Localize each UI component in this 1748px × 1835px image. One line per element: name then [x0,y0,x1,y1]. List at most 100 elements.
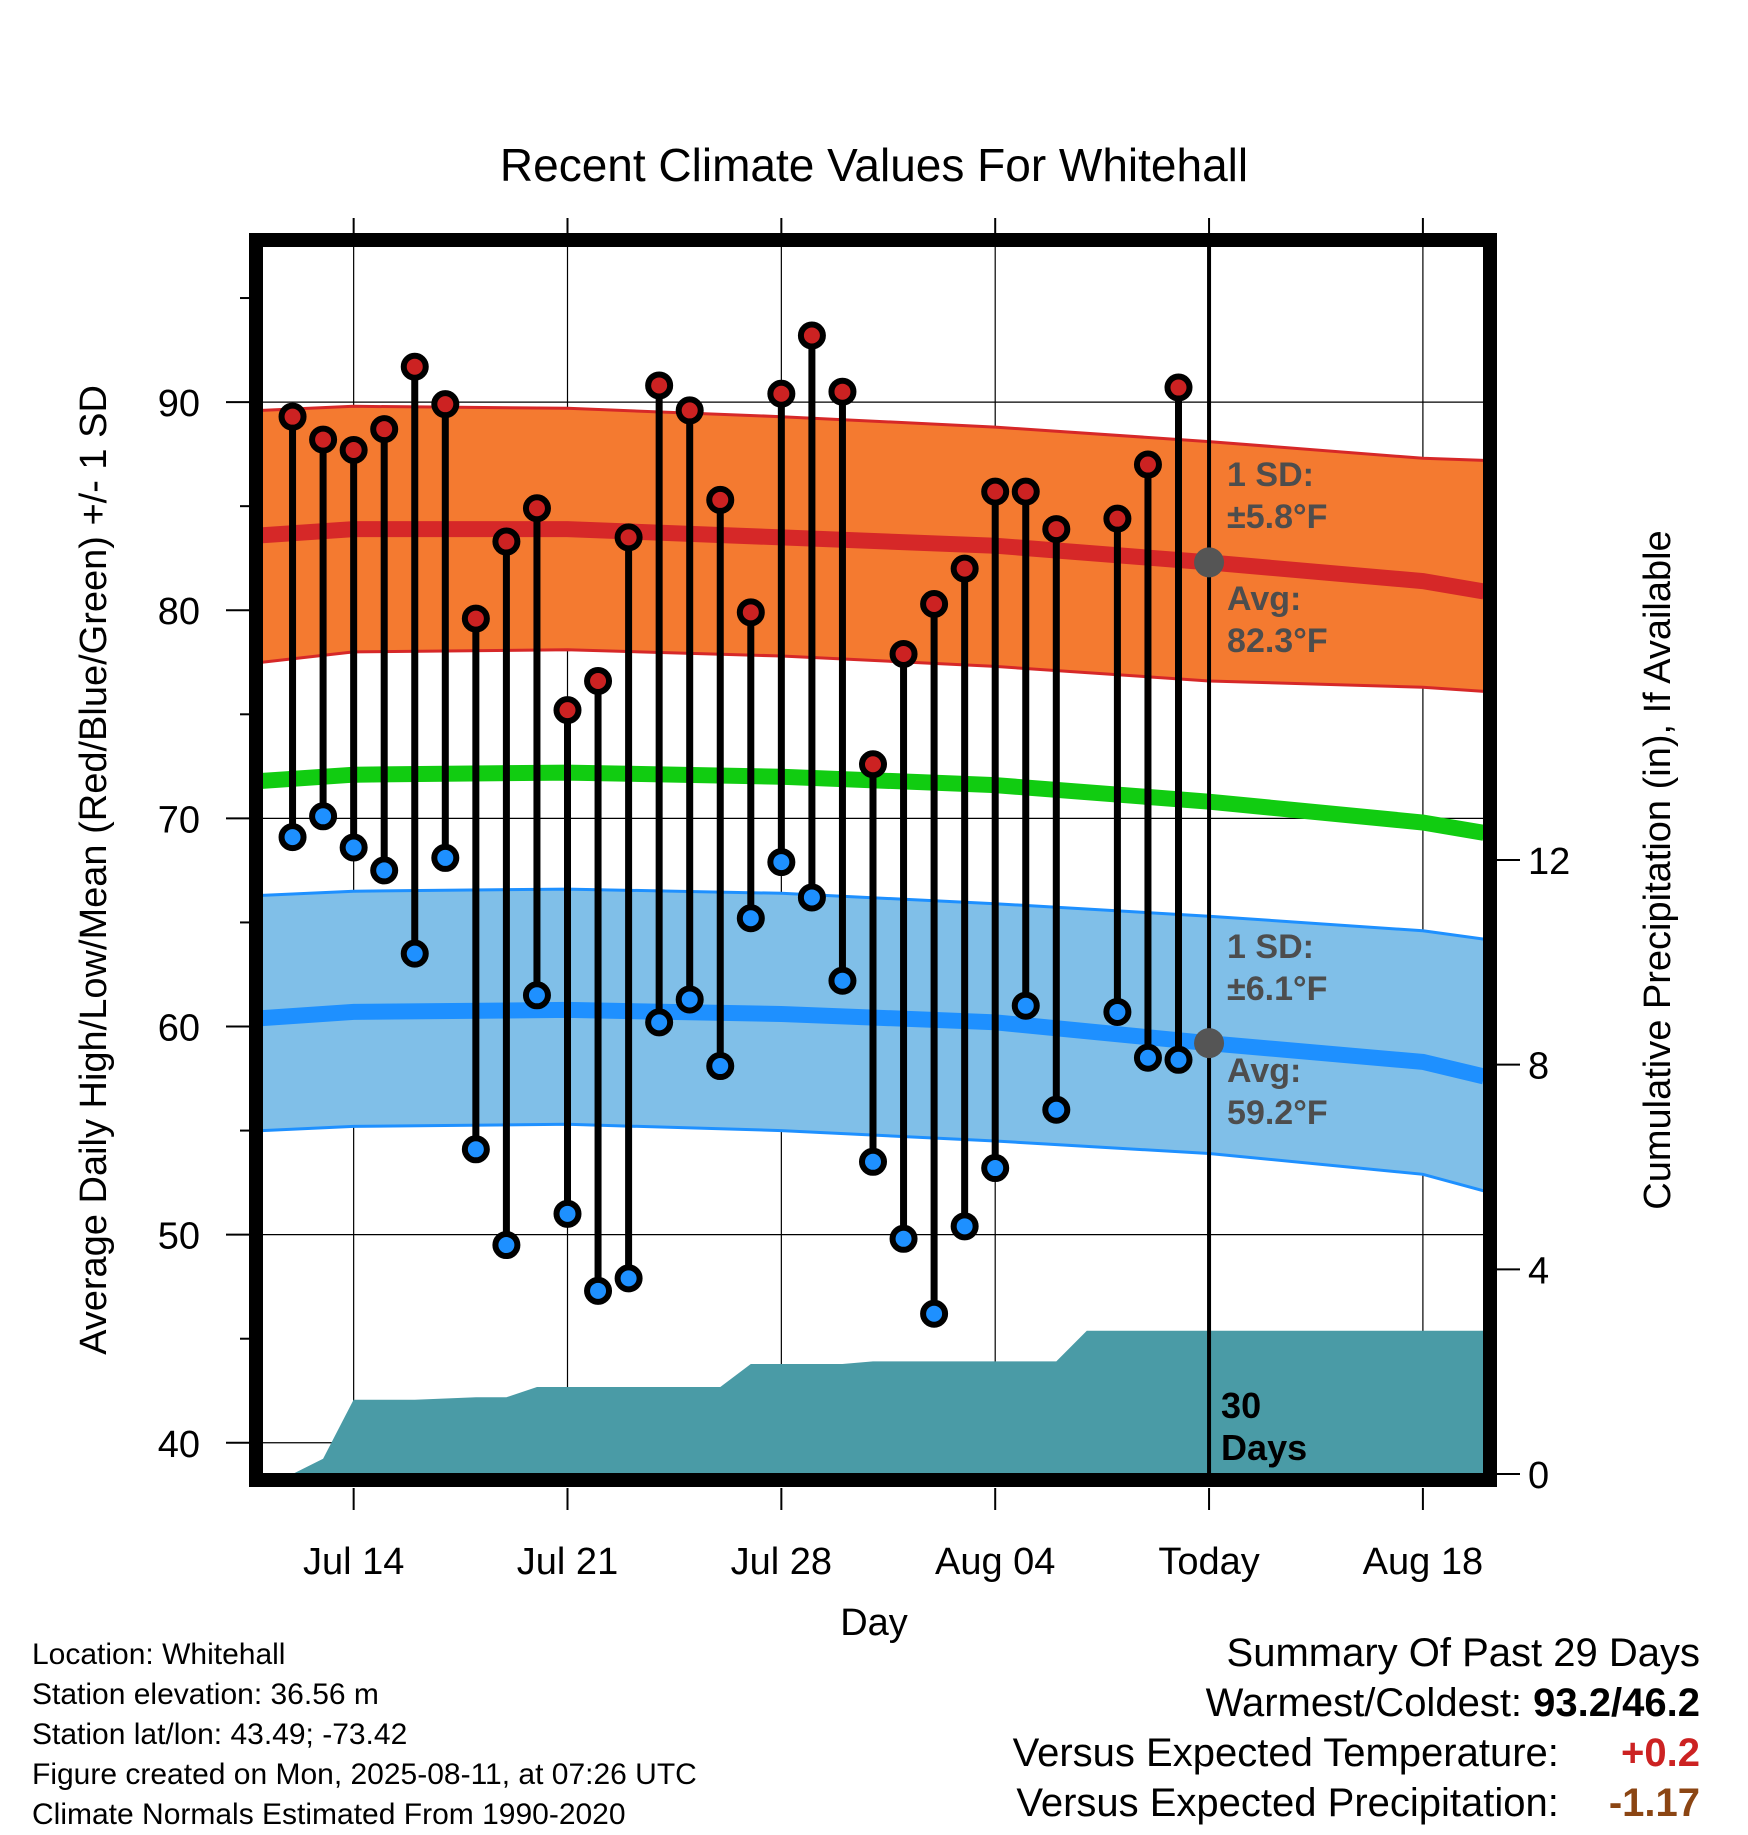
created-text: Figure created on Mon, 2025-08-11, at 07… [32,1758,697,1791]
high-point [370,415,399,444]
high-point [706,485,735,514]
precip-value: -1.17 [1608,1781,1700,1825]
elevation-text: Station elevation: 36.56 m [32,1678,379,1711]
high-point [889,639,918,668]
x-axis-title: Day [840,1602,908,1644]
y-tick-label: 90 [158,383,200,425]
high-avg-value: 82.3°F [1227,622,1328,660]
low-point [920,1299,949,1328]
high-point [1164,373,1193,402]
low-lower-line [262,1122,1484,1193]
plot-frame [249,233,1497,1487]
low-point [492,1231,521,1260]
high-point [400,352,429,381]
low-point [278,823,307,852]
low-point [950,1212,979,1241]
high-lower-line [262,648,1484,693]
high-avg-line [262,521,1484,600]
high-point [461,604,490,633]
high-point [339,435,368,464]
y-right-tick-label: 0 [1528,1455,1549,1497]
low-point [614,1264,643,1293]
high-point [828,377,857,406]
low-point [1133,1043,1162,1072]
y-tick-label: 80 [158,591,200,633]
precip-row: Versus Expected Precipitation: -1.17 [1013,1778,1700,1828]
high-point [278,402,307,431]
high-point [981,477,1010,506]
y-tick-label: 60 [158,1008,200,1050]
x-tick-label: Jul 14 [303,1541,404,1583]
low-point [828,966,857,995]
low-point [797,883,826,912]
high-point [736,598,765,627]
high-point [950,554,979,583]
plot-inner [262,246,1484,1474]
days-number: 30 [1221,1385,1261,1426]
high-avg-label: Avg: [1227,580,1301,618]
low-point [859,1147,887,1176]
x-tick-label: Jul 21 [517,1541,618,1583]
low-point [400,939,429,968]
low-point [1042,1095,1071,1124]
y-axis-right-title: Cumulative Precipitation (in), If Availa… [1637,530,1679,1209]
low-upper-line [262,887,1484,941]
low-point [461,1135,490,1164]
low-point [339,833,368,862]
high-point [797,321,826,350]
y-axis-title: Average Daily High/Low/Mean (Red/Blue/Gr… [73,385,115,1355]
x-tick-label: Aug 18 [1363,1541,1483,1583]
high-point [584,667,613,696]
low-point [370,856,399,885]
y-right-tick-label: 8 [1528,1046,1549,1088]
y-right-tick-label: 4 [1528,1250,1549,1292]
mean-avg-line [262,764,1484,841]
low-point [645,1008,674,1037]
low-point [675,985,704,1014]
latlon-text: Station lat/lon: 43.49; -73.42 [32,1718,408,1751]
high-point [614,523,643,552]
precip-area [292,1330,1484,1474]
low-sd-label: 1 SD: [1227,928,1314,966]
low-avg-line [262,1001,1484,1085]
low-avg-value: 59.2°F [1227,1094,1328,1132]
temp-row: Versus Expected Temperature: +0.2 [1013,1728,1700,1778]
summary-title: Summary Of Past 29 Days [1226,1631,1700,1675]
x-tick-label: Jul 28 [731,1541,832,1583]
station-info: Location: Whitehall Station elevation: 3… [32,1635,697,1835]
normals-text: Climate Normals Estimated From 1990-2020 [32,1798,626,1831]
low-point [706,1052,735,1081]
warm-cold-value: 93.2/46.2 [1533,1681,1700,1725]
high-point [1011,477,1040,506]
low-sd-value: ±6.1°F [1227,970,1327,1008]
plot-area: 1 SD: ±5.8°F Avg: 82.3°F 1 SD: ±6.1°F Avg: 59.2… [158,218,1570,1583]
high-point [492,527,521,556]
low-point [767,848,796,877]
low-avg-label: Avg: [1227,1052,1301,1090]
y-right-tick-label: 12 [1528,841,1570,883]
location-text: Location: Whitehall [32,1638,286,1671]
warm-cold-row: Warmest/Coldest: 93.2/46.2 [1013,1678,1700,1728]
high-upper-line [262,404,1484,462]
temp-value: +0.2 [1621,1731,1700,1775]
low-point [981,1154,1010,1183]
low-point [431,843,460,872]
low-point [553,1199,582,1228]
today-high-avg-marker [1194,547,1225,578]
high-point [1133,450,1162,479]
low-point [1103,997,1132,1026]
high-point [859,750,887,779]
chart-title: Recent Climate Values For Whitehall [500,139,1248,191]
low-point [1164,1045,1193,1074]
high-point [431,390,460,419]
y-tick-label: 70 [158,799,200,841]
x-tick-label: Aug 04 [935,1541,1055,1583]
x-tick-label: Today [1158,1541,1259,1583]
low-point [522,981,551,1010]
high-point [645,371,674,400]
y-tick-label: 50 [158,1216,200,1258]
days-word: Days [1221,1427,1307,1468]
high-point [767,379,796,408]
y-tick-label: 40 [158,1424,200,1466]
